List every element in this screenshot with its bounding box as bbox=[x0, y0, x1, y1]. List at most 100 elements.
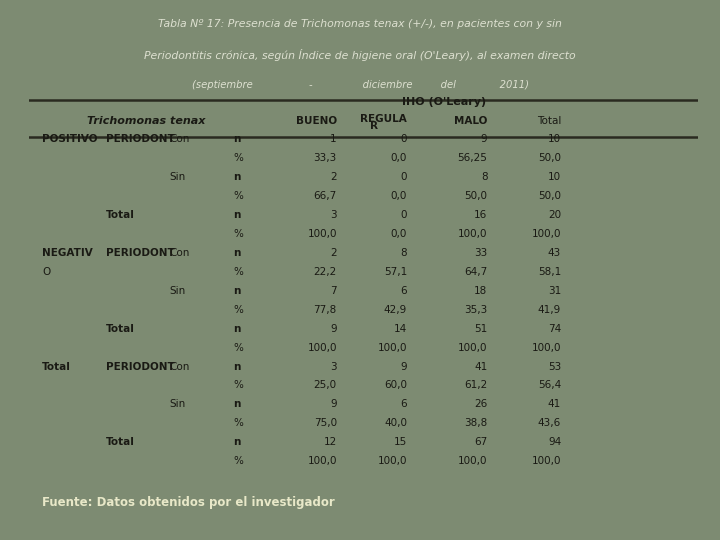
Text: 57,1: 57,1 bbox=[384, 267, 407, 276]
Text: 64,7: 64,7 bbox=[464, 267, 487, 276]
Text: 9: 9 bbox=[330, 400, 337, 409]
Text: 100,0: 100,0 bbox=[307, 229, 337, 239]
Text: 3: 3 bbox=[330, 210, 337, 220]
Text: Sin: Sin bbox=[169, 400, 186, 409]
Text: n: n bbox=[233, 437, 240, 447]
Text: Total: Total bbox=[536, 116, 561, 126]
Text: 67: 67 bbox=[474, 437, 487, 447]
Text: 50,0: 50,0 bbox=[464, 191, 487, 201]
Text: 100,0: 100,0 bbox=[377, 342, 407, 353]
Text: IHO (O'Leary): IHO (O'Leary) bbox=[402, 97, 486, 107]
Text: 41: 41 bbox=[548, 400, 561, 409]
Text: Trichomonas tenax: Trichomonas tenax bbox=[87, 116, 205, 126]
Text: Con: Con bbox=[169, 134, 190, 144]
Text: 100,0: 100,0 bbox=[377, 456, 407, 467]
Text: 74: 74 bbox=[548, 323, 561, 334]
Text: Sin: Sin bbox=[169, 286, 186, 296]
Text: n: n bbox=[233, 210, 240, 220]
Text: 31: 31 bbox=[548, 286, 561, 296]
Text: 100,0: 100,0 bbox=[531, 342, 561, 353]
Text: 26: 26 bbox=[474, 400, 487, 409]
Text: 43: 43 bbox=[548, 248, 561, 258]
Text: 3: 3 bbox=[330, 361, 337, 372]
Text: 50,0: 50,0 bbox=[538, 191, 561, 201]
Text: 53: 53 bbox=[548, 361, 561, 372]
Text: 0: 0 bbox=[400, 172, 407, 182]
Text: 0,0: 0,0 bbox=[391, 153, 407, 163]
Text: BUENO: BUENO bbox=[296, 116, 337, 126]
Text: 51: 51 bbox=[474, 323, 487, 334]
Text: Total: Total bbox=[42, 361, 71, 372]
Text: 66,7: 66,7 bbox=[314, 191, 337, 201]
Text: 58,1: 58,1 bbox=[538, 267, 561, 276]
Text: 8: 8 bbox=[400, 248, 407, 258]
Text: 6: 6 bbox=[400, 286, 407, 296]
Text: 77,8: 77,8 bbox=[314, 305, 337, 315]
Text: Con: Con bbox=[169, 248, 190, 258]
Text: 35,3: 35,3 bbox=[464, 305, 487, 315]
Text: 100,0: 100,0 bbox=[458, 229, 487, 239]
Text: Total: Total bbox=[106, 437, 135, 447]
Text: 42,9: 42,9 bbox=[384, 305, 407, 315]
Text: 18: 18 bbox=[474, 286, 487, 296]
Text: 12: 12 bbox=[323, 437, 337, 447]
Text: %: % bbox=[233, 153, 243, 163]
Text: 25,0: 25,0 bbox=[314, 381, 337, 390]
Text: 38,8: 38,8 bbox=[464, 418, 487, 428]
Text: 0,0: 0,0 bbox=[391, 229, 407, 239]
Text: n: n bbox=[233, 248, 240, 258]
Text: 50,0: 50,0 bbox=[538, 153, 561, 163]
Text: 33: 33 bbox=[474, 248, 487, 258]
Text: 9: 9 bbox=[330, 323, 337, 334]
Text: 41,9: 41,9 bbox=[538, 305, 561, 315]
Text: 22,2: 22,2 bbox=[314, 267, 337, 276]
Text: %: % bbox=[233, 191, 243, 201]
Text: R: R bbox=[370, 121, 378, 131]
Text: 100,0: 100,0 bbox=[458, 342, 487, 353]
Text: PERIODONT: PERIODONT bbox=[106, 134, 174, 144]
Text: 56,25: 56,25 bbox=[458, 153, 487, 163]
Text: n: n bbox=[233, 361, 240, 372]
Text: 7: 7 bbox=[330, 286, 337, 296]
Text: NEGATIV: NEGATIV bbox=[42, 248, 93, 258]
Text: 61,2: 61,2 bbox=[464, 381, 487, 390]
Text: 6: 6 bbox=[400, 400, 407, 409]
Text: 94: 94 bbox=[548, 437, 561, 447]
Text: 43,6: 43,6 bbox=[538, 418, 561, 428]
Text: Periodontitis crónica, según Índice de higiene oral (O'Leary), al examen directo: Periodontitis crónica, según Índice de h… bbox=[144, 49, 576, 60]
Text: PERIODONT: PERIODONT bbox=[106, 361, 174, 372]
Text: 0,0: 0,0 bbox=[391, 191, 407, 201]
Text: n: n bbox=[233, 286, 240, 296]
Text: 20: 20 bbox=[548, 210, 561, 220]
Text: %: % bbox=[233, 456, 243, 467]
Text: 100,0: 100,0 bbox=[307, 342, 337, 353]
Text: POSITIVO: POSITIVO bbox=[42, 134, 98, 144]
Text: %: % bbox=[233, 418, 243, 428]
Text: 60,0: 60,0 bbox=[384, 381, 407, 390]
Text: 8: 8 bbox=[481, 172, 487, 182]
Text: 9: 9 bbox=[481, 134, 487, 144]
Text: Con: Con bbox=[169, 361, 190, 372]
Text: n: n bbox=[233, 323, 240, 334]
Text: (septiembre                  -                diciembre         del             : (septiembre - diciembre del bbox=[192, 80, 528, 90]
Text: Fuente: Datos obtenidos por el investigador: Fuente: Datos obtenidos por el investiga… bbox=[42, 496, 335, 509]
Text: 56,4: 56,4 bbox=[538, 381, 561, 390]
Text: %: % bbox=[233, 267, 243, 276]
Text: MALO: MALO bbox=[454, 116, 487, 126]
Text: 0: 0 bbox=[400, 134, 407, 144]
Text: n: n bbox=[233, 172, 240, 182]
Text: 10: 10 bbox=[548, 134, 561, 144]
Text: REGULA: REGULA bbox=[361, 113, 407, 124]
Text: %: % bbox=[233, 381, 243, 390]
Text: Tabla Nº 17: Presencia de Trichomonas tenax (+/-), en pacientes con y sin: Tabla Nº 17: Presencia de Trichomonas te… bbox=[158, 19, 562, 30]
Text: 15: 15 bbox=[394, 437, 407, 447]
Text: n: n bbox=[233, 400, 240, 409]
Text: 2: 2 bbox=[330, 172, 337, 182]
Text: Total: Total bbox=[106, 323, 135, 334]
Text: 2: 2 bbox=[330, 248, 337, 258]
Text: 33,3: 33,3 bbox=[314, 153, 337, 163]
Text: 14: 14 bbox=[394, 323, 407, 334]
Text: 10: 10 bbox=[548, 172, 561, 182]
Text: %: % bbox=[233, 305, 243, 315]
Text: 9: 9 bbox=[400, 361, 407, 372]
